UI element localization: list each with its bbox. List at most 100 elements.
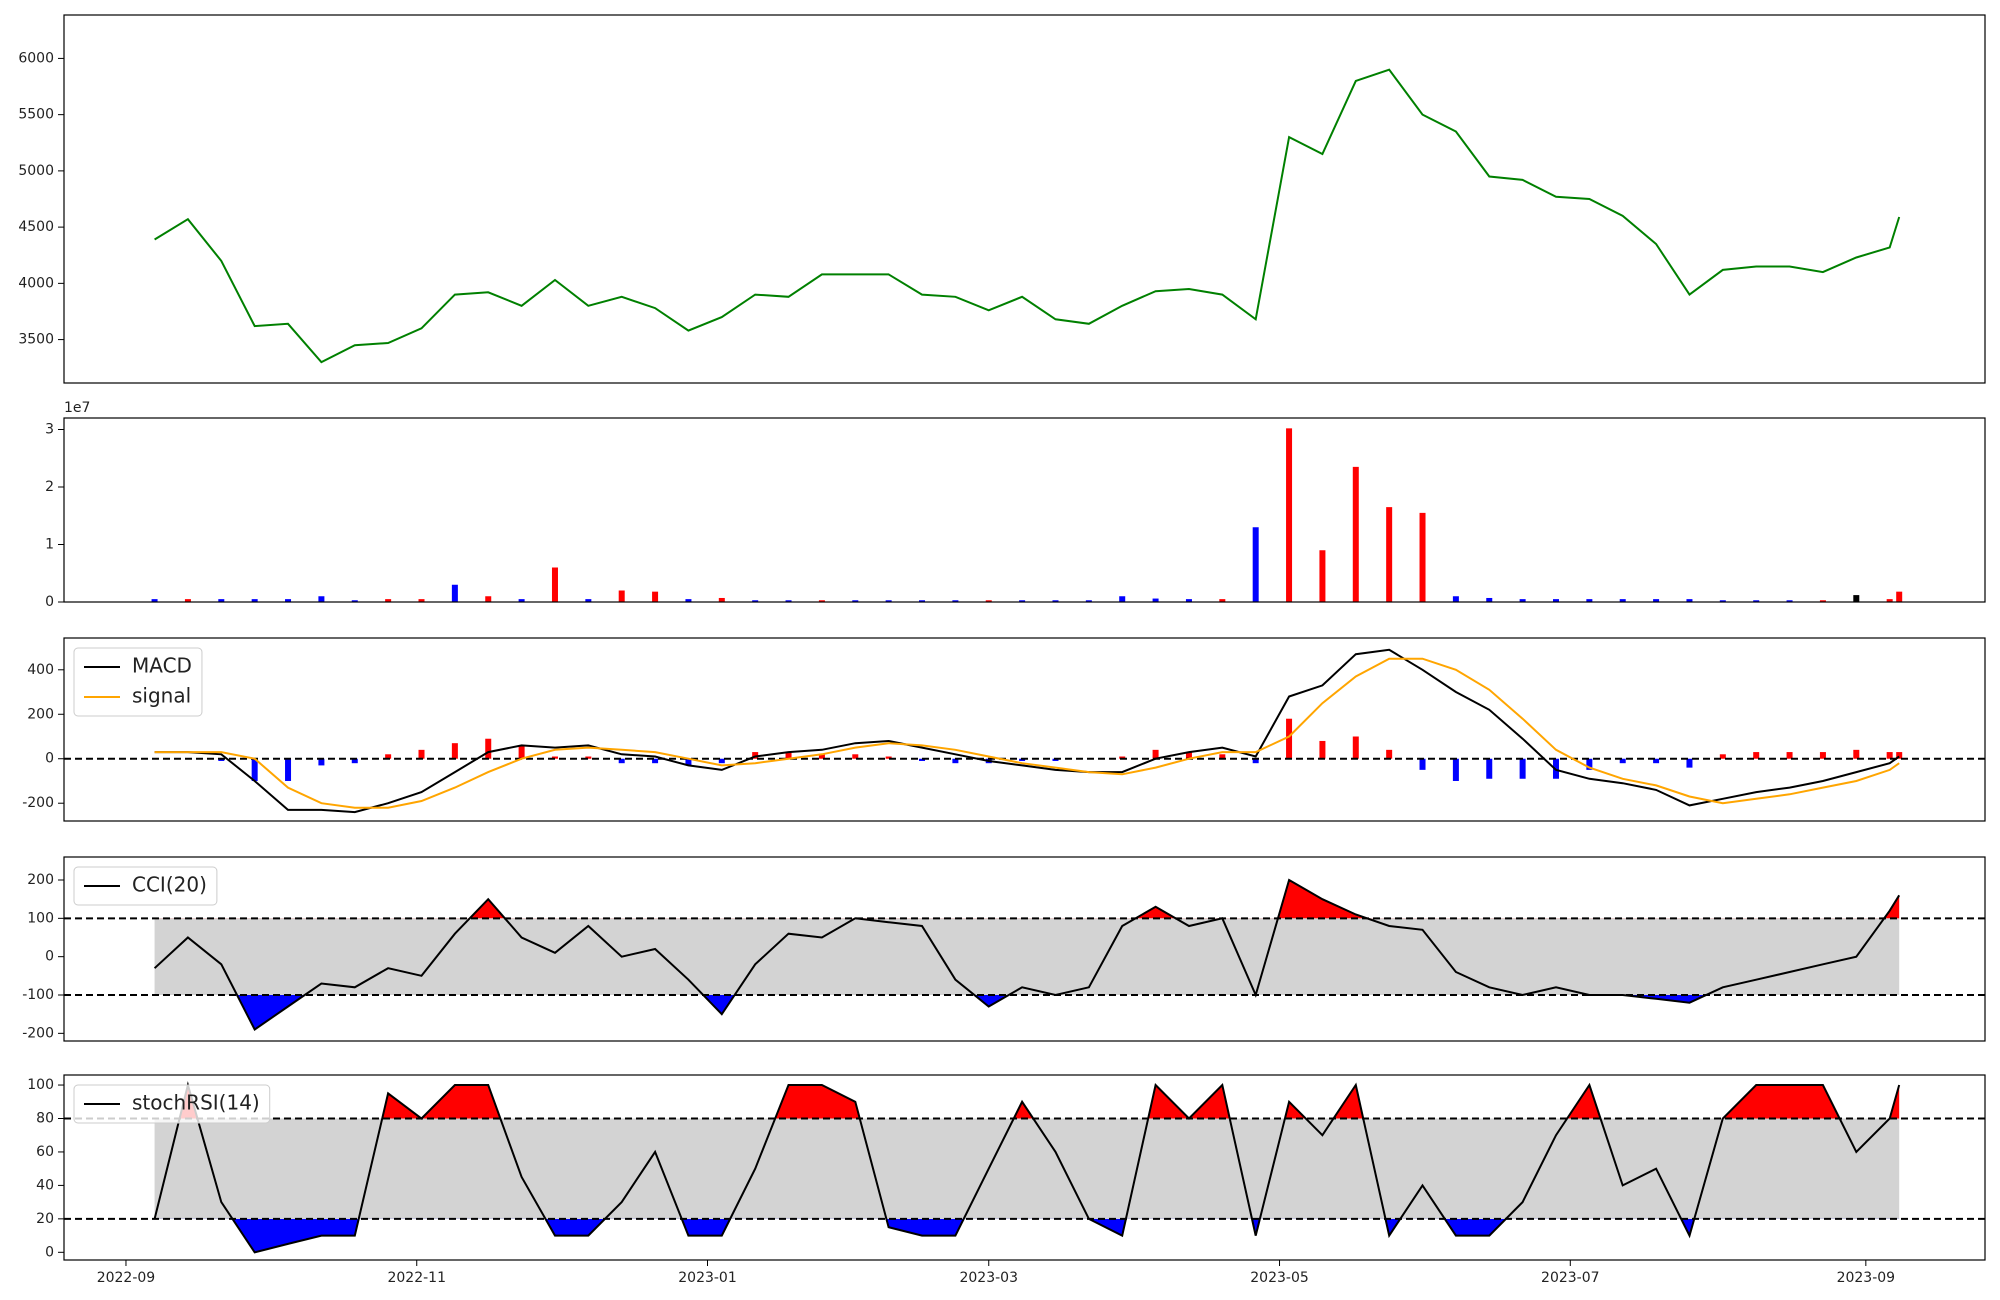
bar [1586, 599, 1593, 602]
axes-frame [63, 14, 1986, 384]
axes-frame [63, 417, 1986, 603]
y-tick-label: 0 [45, 1244, 54, 1260]
bar [952, 600, 959, 602]
y-tick-label: 0 [45, 594, 54, 610]
bar [1886, 599, 1893, 602]
x-tick-label: 2022-09 [97, 1270, 156, 1286]
histogram-bar [1019, 758, 1026, 761]
legend-label: signal [132, 684, 191, 708]
y-tick-label: 3500 [18, 332, 54, 348]
neutral-band [154, 1118, 1900, 1219]
histogram-bar [952, 758, 959, 764]
bar [251, 599, 258, 602]
x-tick-label: 2023-05 [1250, 1270, 1309, 1286]
x-tick-label: 2023-03 [959, 1270, 1018, 1286]
histogram-bar [1853, 749, 1860, 759]
bar [652, 591, 659, 602]
legend-box [73, 1084, 271, 1124]
bar [1786, 600, 1793, 602]
histogram-bar [1319, 740, 1326, 759]
y-tick-label: 80 [36, 1110, 54, 1126]
bar [752, 600, 759, 602]
histogram-bar [1352, 736, 1359, 759]
bar [351, 600, 358, 602]
histogram-bar [785, 752, 792, 759]
histogram-bar [1886, 752, 1893, 759]
bar [1019, 600, 1026, 602]
y-tick-label: 0 [45, 949, 54, 965]
x-tick-label: 2023-09 [1837, 1270, 1896, 1286]
bar [1753, 600, 1760, 602]
offset-label: 1e7 [64, 400, 90, 416]
bar [885, 600, 892, 602]
histogram-bar [852, 754, 859, 759]
y-tick-label: 100 [27, 1077, 54, 1093]
histogram-bar [1185, 752, 1192, 759]
bar [285, 599, 292, 602]
legend-label: CCI(20) [132, 873, 207, 897]
bar [1853, 595, 1860, 602]
histogram-bar [318, 758, 325, 766]
y-tick-label: 4500 [18, 219, 54, 235]
y-tick-label: 2 [45, 479, 54, 495]
bar [385, 599, 392, 602]
bar [785, 600, 792, 602]
histogram-bar [285, 758, 292, 781]
histogram-bar [485, 738, 492, 759]
histogram-bar [551, 756, 558, 759]
bar [718, 597, 725, 602]
bar [1185, 599, 1192, 602]
y-tick-label: -200 [22, 1025, 54, 1041]
histogram-bar [518, 745, 525, 759]
bar [1719, 600, 1726, 602]
bar [318, 596, 325, 602]
histogram-bar [1586, 758, 1593, 770]
y-tick-label: 0 [45, 751, 54, 767]
bar [852, 600, 859, 602]
bar [1052, 600, 1059, 602]
y-tick-label: 200 [27, 872, 54, 888]
histogram-bar [1786, 752, 1793, 759]
x-tick-label: 2023-07 [1541, 1270, 1600, 1286]
line [154, 68, 1901, 364]
y-tick-label: 400 [27, 662, 54, 678]
bar [1119, 596, 1126, 602]
axes-frame [63, 856, 1986, 1042]
bar [1619, 599, 1626, 602]
histogram-bar [1653, 758, 1660, 764]
legend-box [73, 647, 203, 717]
histogram-bar [652, 758, 659, 764]
bar [1286, 428, 1293, 602]
bar [985, 600, 992, 602]
legend-box [73, 866, 218, 906]
bar [551, 567, 558, 602]
y-tick-label: -200 [22, 795, 54, 811]
bar [418, 599, 425, 602]
histogram-bar [1219, 754, 1226, 759]
bar [151, 599, 158, 602]
line [153, 1081, 1901, 1254]
histogram-bar [1753, 752, 1760, 759]
bar [1419, 512, 1426, 602]
y-tick-label: 1 [45, 537, 54, 553]
histogram-bar [752, 752, 759, 759]
line [154, 657, 1900, 809]
histogram-bar [1452, 758, 1459, 781]
legend-label: stochRSI(14) [132, 1091, 260, 1115]
histogram-bar [818, 754, 825, 759]
bar [1252, 527, 1259, 602]
bar [1552, 599, 1559, 602]
histogram-bar [218, 758, 225, 761]
y-tick-label: 100 [27, 910, 54, 926]
histogram-bar [1819, 752, 1826, 759]
histogram-bar [418, 749, 425, 759]
bar [618, 590, 625, 602]
bar [1352, 466, 1359, 602]
y-tick-label: 6000 [18, 50, 54, 66]
bar [919, 600, 926, 602]
bar [1653, 599, 1660, 602]
bar [1085, 600, 1092, 602]
bar [1219, 599, 1226, 602]
histogram-bar [718, 758, 725, 764]
